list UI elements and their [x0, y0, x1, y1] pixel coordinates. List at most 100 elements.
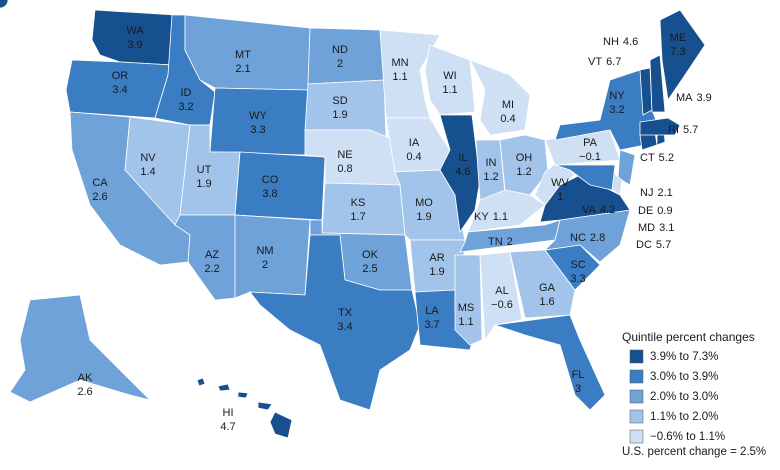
state-abbr: AR [429, 252, 444, 264]
state-value: 2.8 [590, 232, 605, 244]
state-value: 3.3 [250, 124, 265, 136]
state-abbr: TX [338, 307, 353, 319]
state-shape [91, 9, 176, 66]
state-abbr: AL [495, 285, 508, 297]
state-value: 4.7 [220, 421, 235, 433]
state-value: 1.2 [516, 166, 531, 178]
state-shape [237, 391, 249, 399]
state-abbr: NC [570, 232, 586, 244]
state-value: 1.9 [332, 109, 347, 121]
legend-label: 3.9% to 7.3% [650, 351, 718, 363]
state-value: 3 [575, 383, 581, 395]
state-value: 2.1 [657, 187, 672, 199]
state-abbr: OK [362, 249, 379, 261]
state-value: 3.7 [424, 319, 439, 331]
state-abbr: AK [78, 372, 93, 384]
state-shape [234, 151, 326, 221]
state-value: 3.9 [697, 92, 712, 104]
state-shape [439, 114, 481, 234]
state-shape [639, 117, 681, 136]
legend-label: 2.0% to 3.0% [650, 391, 718, 403]
state-value: 1.1 [493, 211, 508, 223]
state-label: MA 3.9 [676, 92, 712, 104]
state-label: NC 2.8 [570, 232, 605, 244]
legend-swatch [629, 349, 644, 364]
state-abbr: TN [488, 236, 503, 248]
state-abbr: OH [516, 152, 533, 164]
state-label: TN 2 [488, 236, 513, 248]
state-abbr: GA [539, 282, 556, 294]
state-value: 1.4 [140, 166, 155, 178]
state-abbr: HI [223, 407, 234, 419]
state-abbr: WA [126, 25, 144, 37]
state-value: 1.6 [539, 296, 554, 308]
state-value: 5.7 [683, 124, 698, 136]
state-value: 7.3 [670, 46, 685, 58]
state-label: MD 3.1 [638, 222, 674, 234]
legend-title: Quintile percent changes [622, 330, 755, 344]
state-value: 0.9 [657, 205, 672, 217]
state-shape [307, 27, 385, 85]
state-abbr: KY [474, 211, 489, 223]
legend-swatch [629, 369, 644, 384]
state-shape [617, 149, 636, 186]
state-shape [257, 401, 273, 411]
legend-swatch [629, 429, 644, 444]
state-abbr: WV [551, 177, 569, 189]
state-value: 1.9 [416, 211, 431, 223]
state-label: VA 4.2 [582, 204, 615, 216]
state-value: 1.2 [483, 171, 498, 183]
state-value: 1.9 [429, 266, 444, 278]
state-value: 4.6 [623, 36, 638, 48]
legend-note: U.S. percent change = 2.5% [622, 446, 766, 458]
state-value: 0.4 [406, 151, 421, 163]
state-abbr: ND [332, 44, 348, 56]
states [0, 0, 706, 439]
state-abbr: OR [112, 70, 129, 82]
state-abbr: NE [337, 149, 352, 161]
state-value: 3.4 [337, 321, 352, 333]
state-value: 6.7 [606, 56, 621, 68]
state-abbr: UT [197, 164, 212, 176]
state-label: RI 5.7 [668, 124, 698, 136]
state-abbr: CT [640, 152, 655, 164]
legend-label: −0.6% to 1.1% [650, 431, 725, 443]
state-value: 2.6 [77, 386, 92, 398]
state-shape [479, 251, 523, 342]
state-shape [649, 54, 666, 113]
state-abbr: ME [670, 32, 687, 44]
state-label: CT 5.2 [640, 152, 674, 164]
state-value: 5.7 [656, 239, 671, 251]
state-value: −0.6 [491, 299, 513, 311]
state-shape [196, 377, 206, 387]
state-abbr: IN [486, 157, 497, 169]
state-shape [217, 383, 231, 392]
state-shape [0, 0, 9, 9]
legend-swatch [629, 389, 644, 404]
state-label: NH 4.6 [603, 36, 638, 48]
state-shape [494, 314, 606, 411]
state-abbr: NY [609, 90, 625, 102]
state-abbr: MN [391, 57, 408, 69]
state-value: 2.5 [362, 263, 377, 275]
state-abbr: MT [235, 49, 251, 61]
state-label: NJ 2.1 [640, 187, 673, 199]
state-abbr: WY [249, 110, 267, 122]
state-abbr: RI [668, 124, 679, 136]
state-value: 3.2 [178, 101, 193, 113]
state-abbr: LA [425, 305, 439, 317]
state-value: 2 [262, 259, 268, 271]
state-value: 2.2 [204, 263, 219, 275]
state-abbr: NV [140, 152, 156, 164]
state-abbr: MA [676, 92, 693, 104]
state-abbr: IA [409, 137, 420, 149]
state-value: 0.4 [500, 113, 515, 125]
state-value: 2.1 [235, 63, 250, 75]
state-value: 1.1 [392, 71, 407, 83]
state-shape [659, 9, 706, 102]
state-abbr: VT [588, 56, 602, 68]
state-value: 1.1 [458, 316, 473, 328]
state-abbr: WI [443, 70, 456, 82]
state-shape [249, 234, 421, 411]
